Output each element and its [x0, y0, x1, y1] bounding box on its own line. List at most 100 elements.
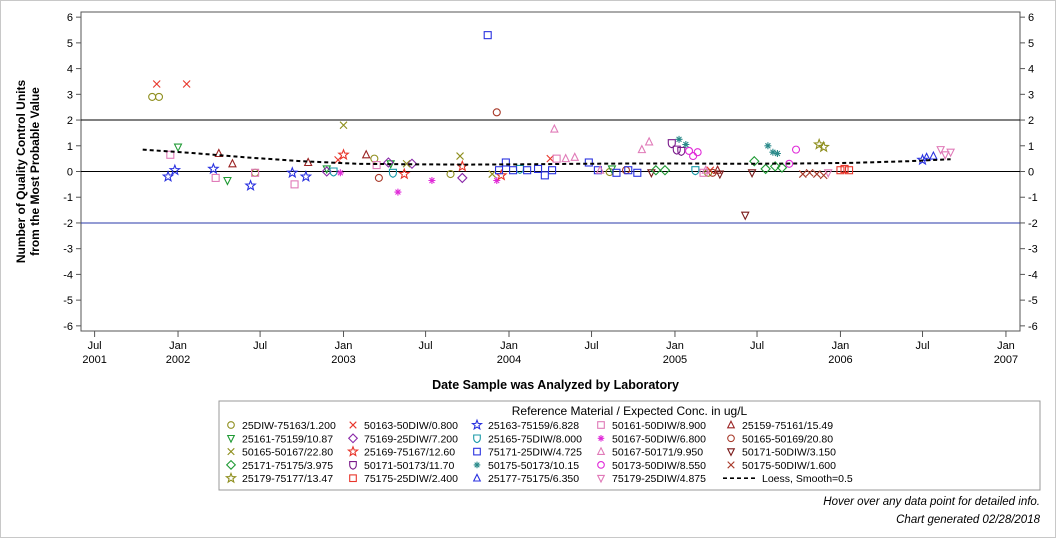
legend-swatch [349, 461, 357, 470]
legend-label: 50175-50173/10.15 [488, 460, 579, 472]
loess-curve [142, 148, 951, 166]
legend-label: 25169-75167/12.60 [364, 447, 455, 459]
legend-label: 25163-75159/6.828 [488, 420, 579, 432]
data-point [173, 143, 183, 153]
legend-label: 75171-25DIW/4.725 [488, 447, 582, 459]
data-point [402, 159, 411, 168]
y-tick-label-left: 2 [67, 115, 73, 127]
data-point [336, 169, 344, 177]
x-tick-label: Jul [585, 340, 599, 352]
legend-label: 50173-50DIW/8.550 [612, 460, 706, 472]
y-tick-label-right: 0 [1028, 167, 1034, 179]
y-tick-label-right: -6 [1028, 321, 1038, 333]
data-point [339, 121, 348, 130]
data-point [845, 166, 854, 175]
x-tick-year-label: 2004 [497, 354, 521, 366]
data-point [693, 148, 702, 157]
data-point [791, 145, 801, 154]
x-tick-label: Jan [832, 340, 850, 352]
data-point [672, 145, 681, 155]
y-tick-label-right: -3 [1028, 244, 1038, 256]
legend-label: Loess, Smooth=0.5 [762, 473, 853, 485]
data-point [457, 172, 468, 184]
legend-swatch [346, 445, 360, 457]
y-tick-label-right: -4 [1028, 269, 1038, 281]
data-point [493, 177, 501, 185]
legend-title: Reference Material / Expected Conc. in u… [512, 404, 748, 418]
data-point [372, 161, 381, 170]
data-point [370, 154, 379, 163]
x-axis-label: Date Sample was Analyzed by Laboratory [432, 378, 679, 392]
legend-swatch [226, 434, 236, 444]
y-tick-label-right: 5 [1028, 38, 1034, 50]
data-point [715, 170, 725, 180]
data-point [456, 152, 464, 160]
y-tick-label-right: -1 [1028, 192, 1038, 204]
hover-note: Hover over any data point for detailed i… [823, 496, 1040, 508]
legend-label: 25179-75177/13.47 [242, 473, 333, 485]
legend-swatch [473, 447, 481, 456]
y-tick-label-left: 1 [67, 141, 73, 153]
data-point [211, 173, 220, 182]
data-point [747, 169, 757, 179]
data-point [549, 123, 559, 133]
data-point [675, 135, 683, 143]
data-point [383, 157, 394, 168]
data-point [492, 108, 501, 117]
data-point [214, 148, 224, 158]
legend-swatch [227, 447, 235, 456]
data-point [940, 151, 950, 161]
data-point [760, 163, 771, 175]
legend-swatch [225, 459, 237, 470]
legend-label: 25165-75DIW/8.000 [488, 433, 582, 445]
legend-swatch [726, 419, 736, 429]
x-tick-year-label: 2002 [166, 354, 190, 366]
y-tick-label-right: 1 [1028, 141, 1034, 153]
y-tick-label-left: 6 [67, 12, 73, 24]
legend-label: 50161-50DIW/8.900 [612, 420, 706, 432]
data-point [805, 168, 814, 177]
legend-label: 50167-50171/9.950 [612, 447, 703, 459]
legend-label: 75179-25DIW/4.875 [612, 473, 706, 485]
y-tick-label-right: 4 [1028, 64, 1034, 76]
data-point [749, 155, 760, 167]
data-point [764, 142, 772, 150]
data-point [776, 162, 788, 173]
legend-swatch [470, 418, 484, 431]
legend-swatch [347, 433, 359, 444]
data-point [361, 149, 371, 159]
data-point [570, 152, 580, 161]
data-point [488, 170, 497, 178]
legend-swatch [596, 446, 606, 455]
legend-label: 50175-50DIW/1.600 [742, 460, 836, 472]
y-tick-label-left: 3 [67, 89, 73, 101]
data-point [584, 158, 593, 167]
data-point [329, 167, 338, 177]
data-point [223, 176, 232, 186]
data-point [406, 158, 418, 170]
data-point [769, 148, 777, 156]
legend-swatch [473, 434, 481, 444]
data-point [836, 166, 845, 175]
legend-label: 50171-50DIW/3.150 [742, 447, 836, 459]
data-point [624, 166, 633, 175]
y-tick-label-left: -1 [63, 192, 73, 204]
data-point [533, 164, 543, 173]
data-point [701, 164, 711, 174]
y-tick-label-left: -4 [63, 269, 73, 281]
legend-label: 50167-50DIW/6.800 [612, 433, 706, 445]
data-point [798, 170, 807, 178]
legend-swatch [726, 448, 736, 457]
y-tick-label-left: 0 [67, 167, 73, 179]
x-tick-label: Jan [500, 340, 518, 352]
data-point [244, 179, 257, 191]
data-point [228, 158, 237, 168]
legend-swatch [596, 474, 606, 484]
y-tick-label-left: -2 [63, 218, 73, 230]
legend-swatch [727, 434, 735, 443]
x-tick-label: Jan [335, 340, 353, 352]
data-point [677, 146, 686, 156]
data-point [684, 146, 694, 155]
data-point [691, 166, 700, 176]
